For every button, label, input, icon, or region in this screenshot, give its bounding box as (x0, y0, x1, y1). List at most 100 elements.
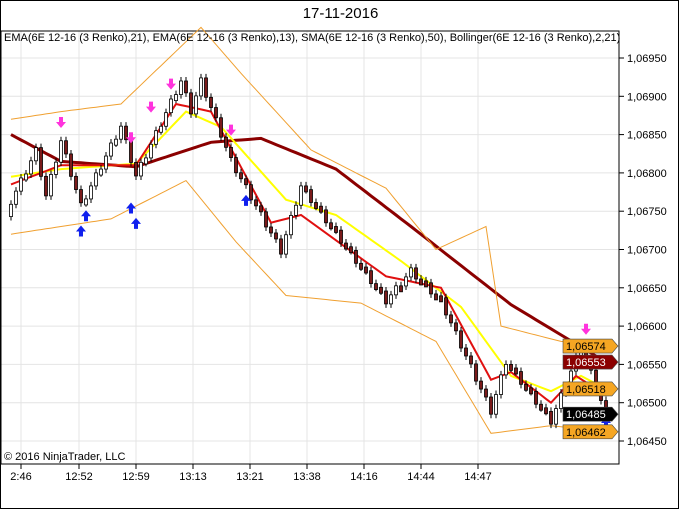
candle-down (64, 140, 68, 155)
price-flag: 1,06462 (562, 424, 619, 440)
candle-up (284, 234, 288, 255)
candle-down (434, 293, 438, 301)
candle-down (464, 347, 468, 357)
candle-down (329, 222, 333, 230)
candle-down (324, 209, 328, 224)
candle-up (59, 140, 63, 163)
candle-up (499, 374, 503, 395)
candle-up (389, 294, 393, 305)
x-tick-label: 14:16 (350, 471, 378, 483)
candle-down (204, 77, 208, 98)
candle-up (504, 363, 508, 376)
x-tick-label: 12:52 (65, 471, 93, 483)
candle-down (74, 175, 78, 190)
candle-up (144, 157, 148, 165)
candle-down (264, 211, 268, 228)
candle-up (109, 142, 113, 157)
candle-up (404, 276, 408, 287)
candle-down (319, 205, 323, 213)
price-flag: 1,06485 (562, 406, 619, 422)
y-tick-label: 1,06600 (627, 321, 667, 333)
candle-down (399, 285, 403, 293)
buy-arrow-icon (131, 217, 141, 229)
candle-down (344, 242, 348, 250)
candle-up (104, 155, 108, 170)
candle-down (424, 280, 428, 288)
candle-down (269, 226, 273, 234)
candle-up (54, 161, 58, 175)
candle-down (384, 290, 388, 305)
price-flag-bg (562, 406, 619, 422)
y-tick-label: 1,06950 (627, 53, 667, 65)
candle-down (449, 314, 453, 324)
candle-up (139, 161, 143, 177)
candle-down (274, 232, 278, 240)
candle-down (244, 178, 248, 186)
candle-down (474, 363, 478, 382)
candle-down (339, 229, 343, 244)
price-flag-label: 1,06462 (566, 427, 606, 439)
chart-title: 17-11-2016 (302, 5, 379, 22)
series-line-bollinger-upper (10, 26, 607, 347)
y-tick-label: 1,06850 (627, 130, 667, 142)
buy-arrow-icon (601, 417, 611, 429)
y-tick-label: 1,06550 (627, 359, 667, 371)
candle-up (24, 173, 28, 181)
candle-down (304, 185, 308, 193)
price-flag-label: 1,06574 (566, 341, 606, 353)
candle-down (379, 286, 383, 294)
y-tick-label: 1,06800 (627, 168, 667, 180)
price-flag: 1,06553 (562, 354, 619, 370)
x-tick-label: 2:46 (10, 471, 31, 483)
indicator-legend: EMA(6E 12-16 (3 Renko),21), EMA(6E 12-16… (4, 32, 621, 44)
series-line-ema-13 (10, 102, 607, 405)
candle-down (489, 396, 493, 415)
y-tick-label: 1,06700 (627, 245, 667, 257)
candle-down (224, 136, 228, 148)
candle-down (374, 283, 378, 291)
candle-up (194, 95, 198, 115)
candle-up (19, 177, 23, 192)
candle-up (164, 112, 168, 127)
candle-down (484, 388, 488, 398)
candle-up (89, 185, 93, 200)
candle-up (34, 147, 38, 162)
candle-down (209, 96, 213, 108)
candle-up (409, 267, 413, 278)
sell-arrow-icon (226, 124, 236, 136)
buy-arrow-icon (76, 225, 86, 237)
candle-down (544, 407, 548, 415)
candle-down (534, 391, 538, 405)
candle-up (29, 160, 33, 175)
candle-up (114, 138, 118, 146)
price-flag-label: 1,06518 (566, 384, 606, 396)
candle-down (359, 262, 363, 270)
price-flag-bg (562, 338, 619, 354)
candle-down (539, 403, 543, 411)
candle-down (479, 380, 483, 390)
candle-down (254, 199, 258, 207)
buy-arrow-icon (81, 210, 91, 222)
candle-up (179, 80, 183, 95)
candle-down (219, 117, 223, 138)
price-flag: 1,06518 (562, 381, 619, 397)
candle-down (334, 226, 338, 233)
candle-down (279, 238, 283, 255)
buy-arrow-icon (126, 202, 136, 214)
price-flag-label: 1,06485 (566, 409, 606, 421)
candle-up (199, 77, 203, 97)
series-line-ema-21 (10, 110, 607, 393)
candle-down (134, 162, 138, 177)
x-tick-label: 13:21 (236, 471, 264, 483)
candle-down (124, 125, 128, 141)
candle-down (429, 282, 433, 295)
candle-up (49, 174, 53, 197)
x-tick-label: 13:38 (293, 471, 321, 483)
candle-down (469, 355, 473, 365)
candle-down (444, 297, 448, 316)
candle-up (554, 408, 558, 425)
candle-down (529, 387, 533, 395)
candle-down (39, 147, 43, 177)
y-tick-label: 1,06450 (627, 436, 667, 448)
